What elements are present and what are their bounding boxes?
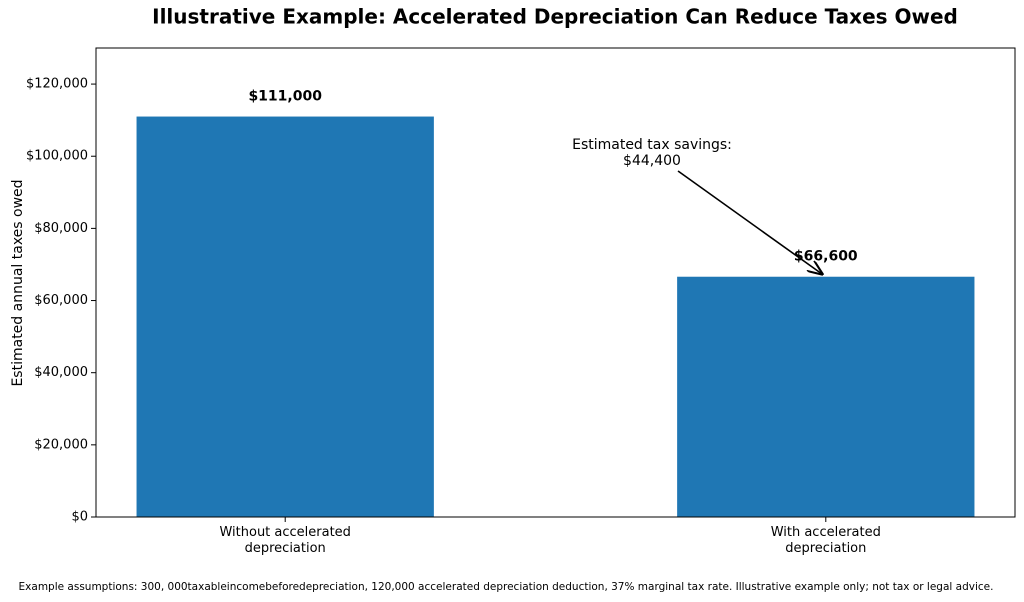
y-tick-label: $60,000 [34, 293, 88, 308]
bar [136, 116, 434, 518]
value-label: $66,600 [794, 249, 858, 265]
footnote: Example assumptions: 300, 000taxableinco… [19, 581, 994, 593]
y-tick-label: $100,000 [26, 149, 88, 164]
y-tick-label: $80,000 [34, 221, 88, 236]
annotation: Estimated tax savings: $44,400 [572, 137, 732, 169]
value-label: $111,000 [248, 89, 322, 105]
x-tick-label: Without accelerated depreciation [219, 525, 350, 556]
chart-title: Illustrative Example: Accelerated Deprec… [152, 5, 958, 29]
y-tick-label: $120,000 [26, 77, 88, 92]
plot-frame [95, 47, 1016, 518]
bar [677, 276, 975, 517]
x-tick-label: With accelerated depreciation [771, 525, 881, 556]
y-tick-label: $40,000 [34, 365, 88, 380]
y-axis-label: Estimated annual taxes owed [10, 179, 26, 386]
annotation-arrow [677, 170, 822, 274]
y-tick-label: $0 [71, 510, 88, 525]
y-tick-label: $20,000 [34, 437, 88, 452]
